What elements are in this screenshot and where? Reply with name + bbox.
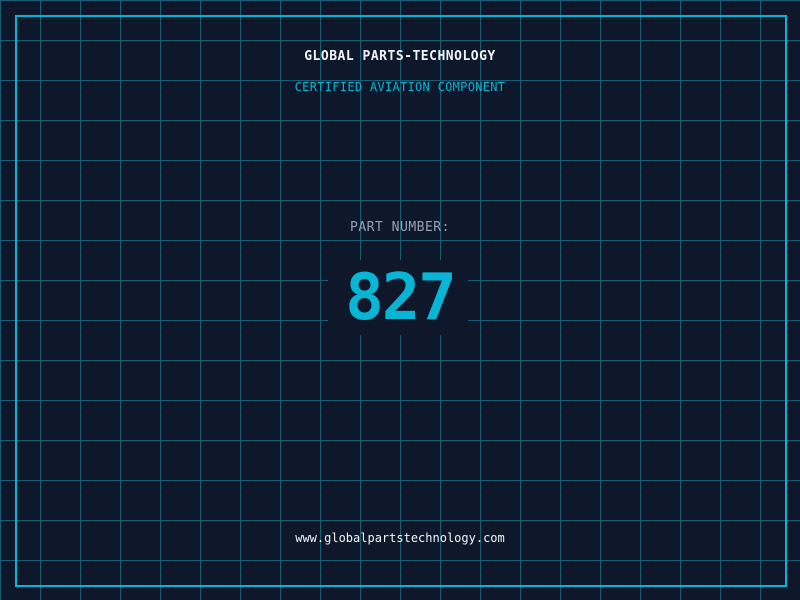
certification-subtitle: CERTIFIED AVIATION COMPONENT [294, 80, 506, 94]
part-number-label: PART NUMBER: [350, 220, 450, 235]
part-number-box [328, 260, 468, 335]
border-frame [15, 15, 787, 587]
website-url: www.globalpartstechnology.com [295, 531, 505, 545]
part-number-value: 827 [345, 261, 457, 335]
company-title: GLOBAL PARTS-TECHNOLOGY [304, 49, 496, 64]
